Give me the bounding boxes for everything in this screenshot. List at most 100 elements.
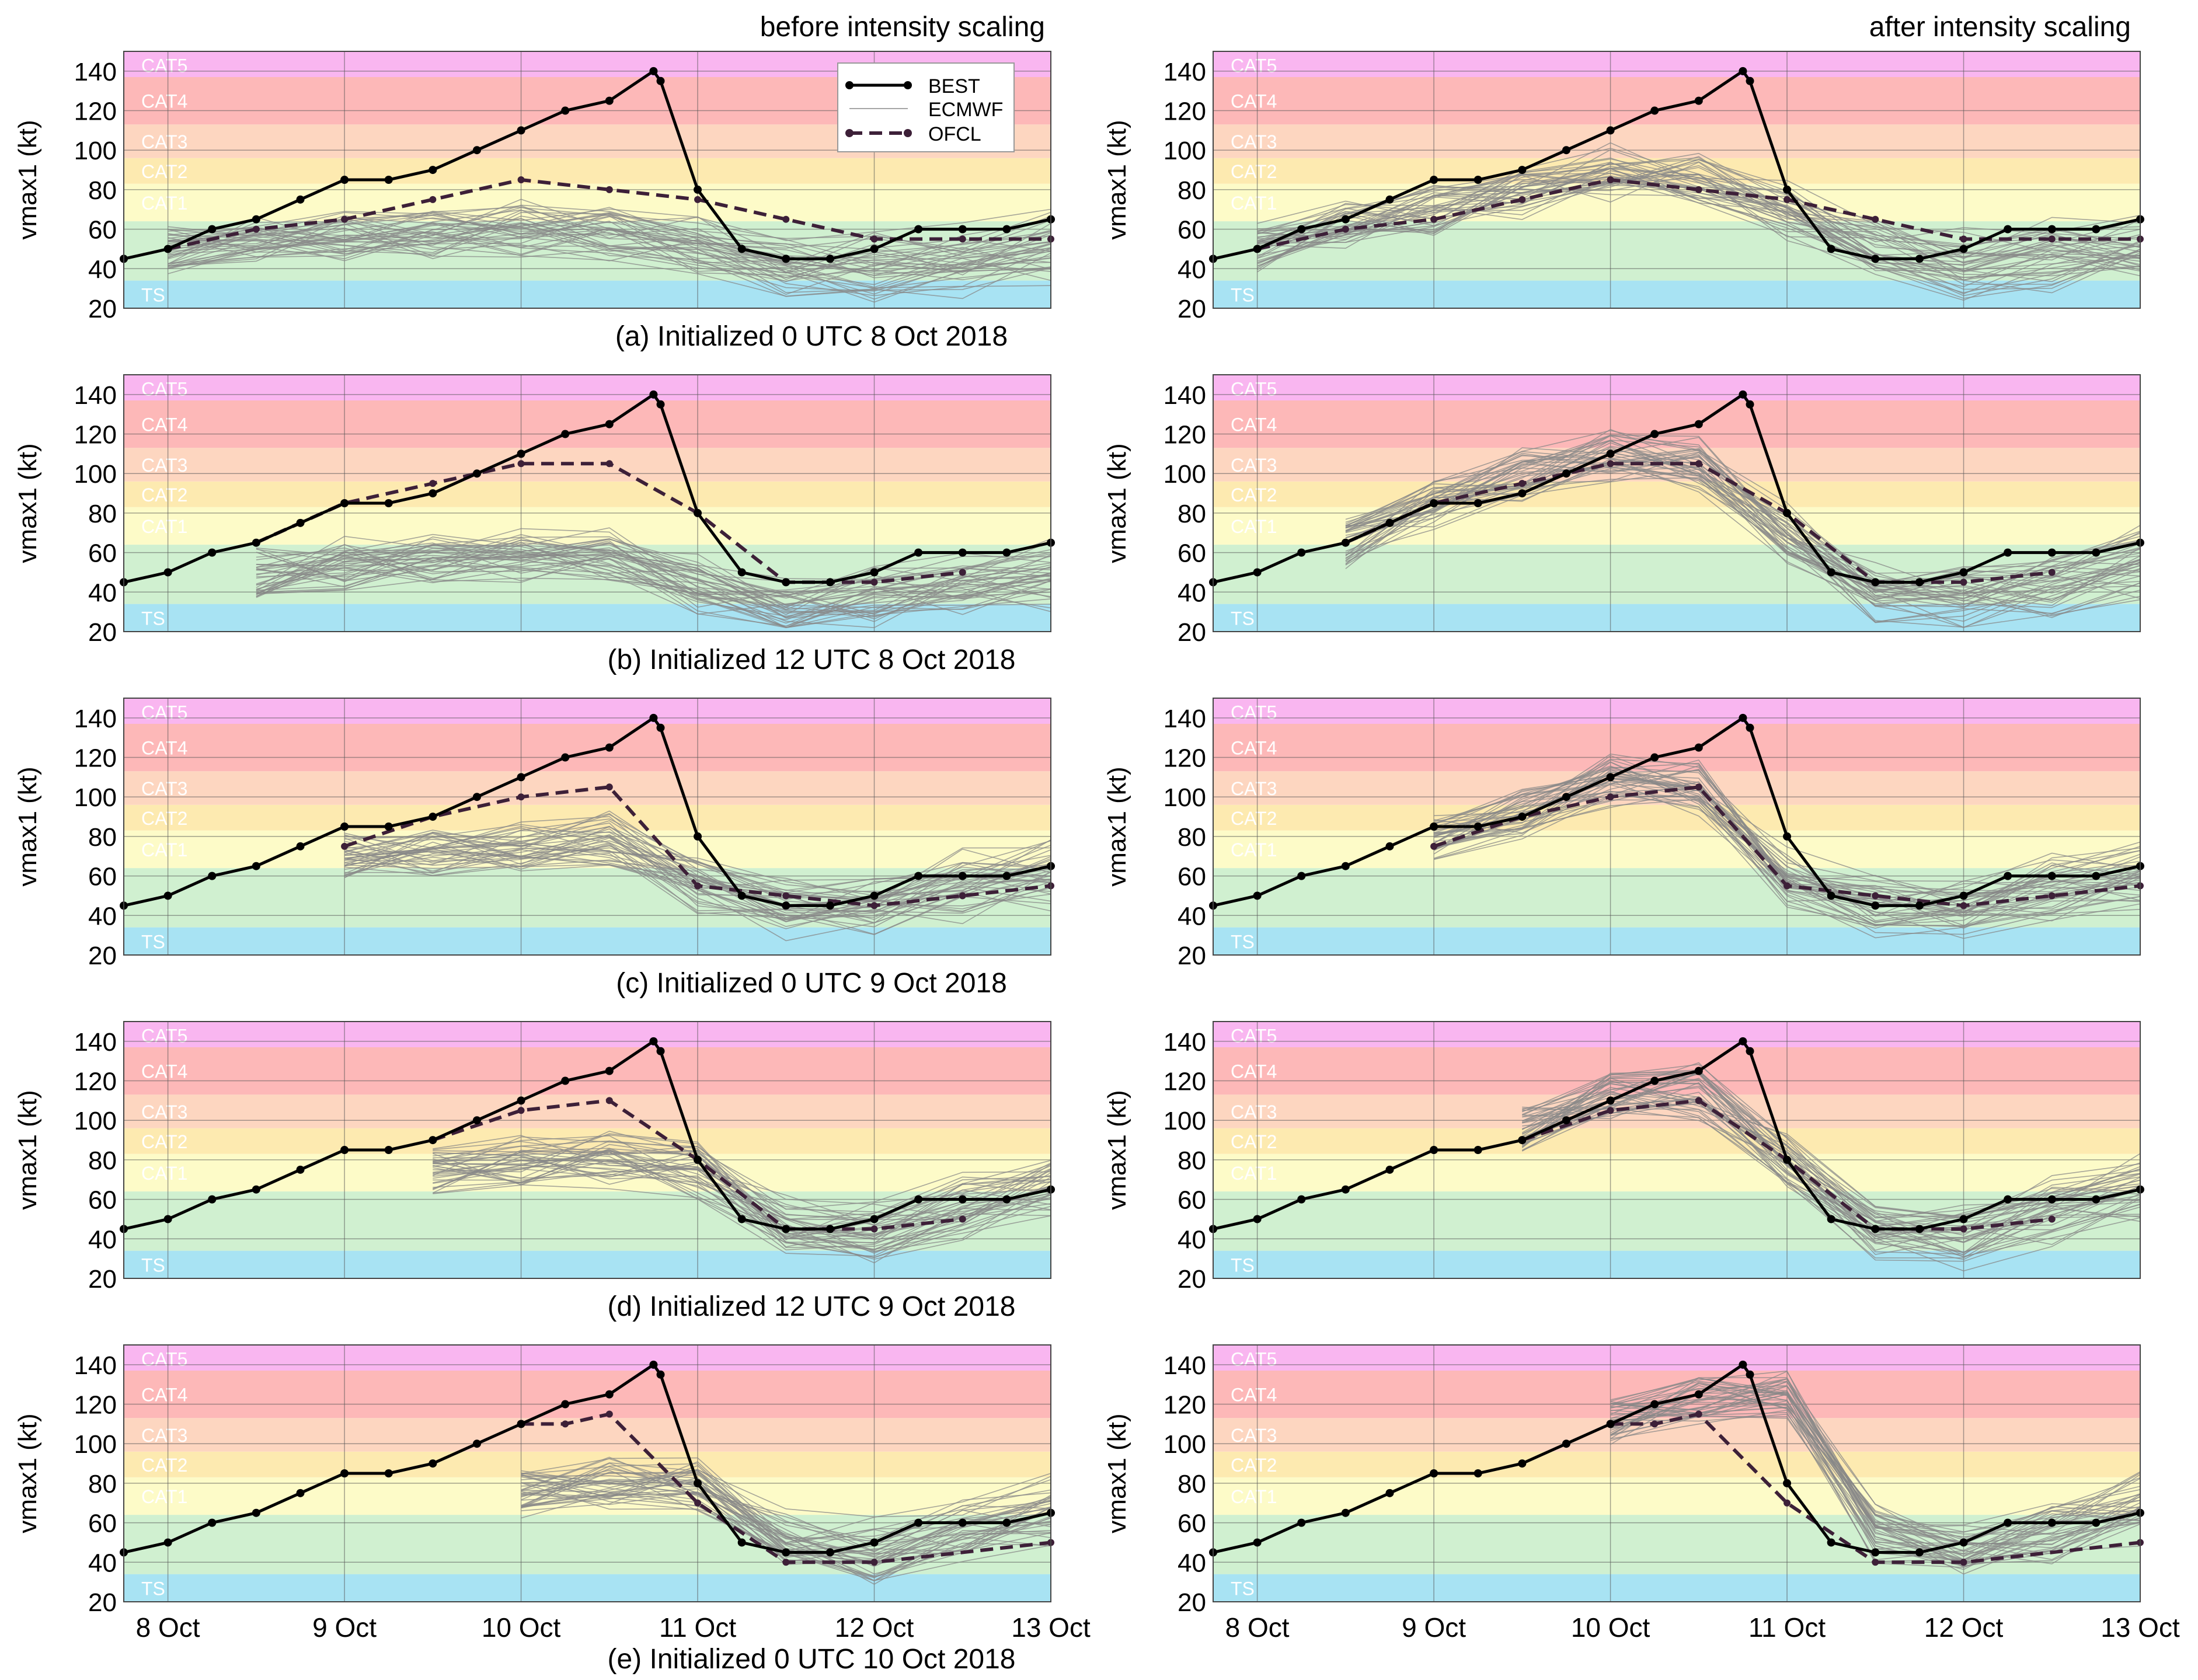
plot-frame [1213,51,2141,309]
band-cat4 [124,724,1051,772]
ofcl-point [605,186,613,193]
column-title-right: after intensity scaling [1869,12,2131,43]
best-point [870,891,879,900]
ecmwf-member [1345,451,2141,591]
x-tick-label: 9 Oct [312,1612,377,1643]
best-point [1650,1076,1659,1085]
ecmwf-member [256,544,1051,594]
best-point [649,390,658,399]
band-td [1213,1515,2140,1574]
band-cat5 [1213,1345,2140,1371]
panel-b-before: TS CAT1 CAT2 CAT3 CAT4 CAT5 20 40 60 80 100 120 140 v… [13,374,1055,647]
y-tick-label: 120 [74,744,117,773]
y-tick-label: 20 [1178,942,1206,970]
ofcl-point [1784,196,1791,203]
best-point [163,1538,172,1547]
x-tick-label: 12 Oct [835,1612,914,1643]
ofcl-point [1960,1225,1967,1233]
best-point [737,568,746,577]
band-label-ts: TS [1231,608,1255,629]
ecmwf-member [344,848,1051,935]
best-point [1474,1469,1482,1477]
ecmwf-member [433,1152,1051,1259]
best-point [208,548,217,557]
best-point [1606,449,1615,458]
best-point [1959,1538,1968,1547]
best-point [870,1538,879,1547]
best-point [1871,1548,1880,1557]
best-point [1002,1195,1011,1204]
best-point [340,176,349,184]
band-label-cat2: CAT2 [141,1131,187,1152]
band-cat4 [1213,400,2140,448]
best-point [1474,822,1482,831]
ecmwf-member [1345,445,2141,599]
ecmwf-member [1345,456,2141,601]
ecmwf-member [521,1458,1051,1540]
band-label-cat5: CAT5 [1231,379,1277,400]
best-point [1783,832,1792,841]
ecmwf-member [344,852,1051,906]
ecmwf-member [1257,159,2141,254]
best-point [1297,1518,1306,1527]
y-tick-label: 140 [74,1028,117,1057]
y-tick-label: 140 [1164,705,1206,733]
best-point [561,1076,570,1085]
ecmwf-member [168,221,1051,273]
band-label-cat4: CAT4 [1231,414,1277,435]
ecmwf-member [168,212,1051,292]
y-tick-label: 60 [1178,1510,1206,1538]
best-point [649,713,658,722]
x-tick-label: 13 Oct [2101,1612,2180,1643]
best-point [1783,508,1792,517]
best-point [296,518,305,527]
legend-best-label: BEST [928,75,980,97]
ofcl-point [959,892,966,900]
best-point [1385,195,1394,204]
best-point [252,538,260,547]
ofcl-point [959,1215,966,1223]
best-point [1518,813,1527,821]
best-point [1959,1215,1968,1224]
band-cat2 [1213,1128,2140,1154]
band-label-cat2: CAT2 [1231,1455,1277,1476]
best-point [1871,901,1880,910]
y-tick-label: 100 [1164,783,1206,812]
best-point [1518,489,1527,498]
best-point [472,146,481,155]
best-point [340,822,349,831]
y-tick-label: 120 [74,1391,117,1420]
ecmwf-member [168,211,1051,265]
y-tick-label: 140 [1164,381,1206,410]
ecmwf-member [1522,1096,2141,1224]
band-label-ts: TS [1231,1578,1255,1599]
y-tick-label: 20 [88,618,117,647]
ecmwf-member [256,534,1051,618]
ecmwf-member [168,208,1051,250]
band-cat3 [124,1418,1051,1452]
best-point [958,225,967,233]
ecmwf-member [1522,1071,2141,1219]
best-point [2004,1195,2012,1204]
ecmwf-member [1433,780,2141,939]
band-label-cat5: CAT5 [141,702,187,723]
band-cat2 [1213,1451,2140,1477]
ofcl-point [694,882,702,890]
best-point [694,508,702,517]
band-cat2 [1213,804,2140,831]
y-axis-label: vmax1 (kt) [13,120,42,239]
y-tick-label: 80 [1178,1470,1206,1498]
band-label-cat1: CAT1 [1231,193,1277,214]
ofcl-point [517,176,525,183]
ecmwf-member [344,841,1051,919]
ecmwf-member [1521,1080,2141,1218]
best-point [1002,225,1011,233]
y-tick-label: 20 [1178,295,1206,323]
band-cat4 [124,1371,1051,1418]
best-point [656,723,665,732]
best-point [1562,1116,1570,1125]
panel-e-before: TS CAT1 CAT2 CAT3 CAT4 CAT5 20 40 60 80 100 120 140 v… [13,1344,1091,1643]
band-label-cat4: CAT4 [141,738,187,759]
best-point [1385,1165,1394,1174]
plot-frame [123,698,1051,956]
